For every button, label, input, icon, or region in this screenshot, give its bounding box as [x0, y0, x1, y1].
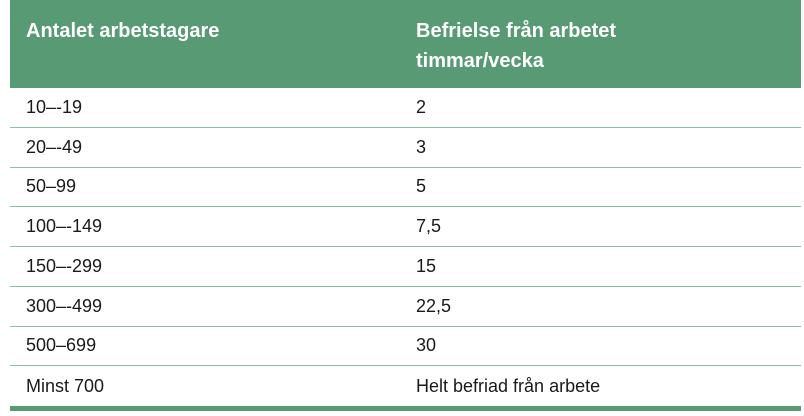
cell-hours: 2 — [416, 96, 427, 117]
cell-hours: 5 — [416, 176, 427, 197]
cell-hours: Helt befriad från arbete — [416, 375, 601, 396]
table-row: 20–-49 3 — [10, 128, 801, 168]
header-exemption-line2: timmar/vecka — [416, 50, 544, 72]
cell-hours: 15 — [416, 255, 437, 276]
table-row: 100–-149 7,5 — [10, 207, 801, 247]
cell-hours: 22,5 — [416, 295, 452, 316]
header-employees: Antalet arbetstagare — [26, 20, 220, 42]
table-row: 50–99 5 — [10, 168, 801, 208]
table-row: 300–-499 22,5 — [10, 287, 801, 327]
cell-hours: 30 — [416, 335, 437, 356]
table-row: 10–-19 2 — [10, 88, 801, 128]
cell-employees: 20–-49 — [26, 136, 83, 157]
cell-employees: 300–-499 — [26, 295, 103, 316]
header-exemption: Befrielse från arbetet timmar/vecka — [414, 0, 801, 88]
cell-employees: 10–-19 — [26, 96, 83, 117]
cell-employees: 150–-299 — [26, 255, 103, 276]
cell-hours: 3 — [416, 136, 427, 157]
cell-employees: 500–699 — [26, 335, 97, 356]
cell-hours: 7,5 — [416, 216, 442, 237]
table-row: 500–699 30 — [10, 327, 801, 367]
table-row: Minst 700 Helt befriad från arbete — [10, 366, 801, 406]
cell-employees: 100–-149 — [26, 216, 103, 237]
table-header: Antalet arbetstagare Befrielse från arbe… — [10, 0, 801, 88]
cell-employees: 50–99 — [26, 176, 77, 197]
table-bottom-rule — [10, 406, 801, 411]
table-row: 150–-299 15 — [10, 247, 801, 287]
cell-employees: Minst 700 — [26, 375, 105, 396]
header-exemption-line1: Befrielse från arbetet — [416, 20, 617, 42]
exemption-table: Antalet arbetstagare Befrielse från arbe… — [10, 0, 801, 411]
